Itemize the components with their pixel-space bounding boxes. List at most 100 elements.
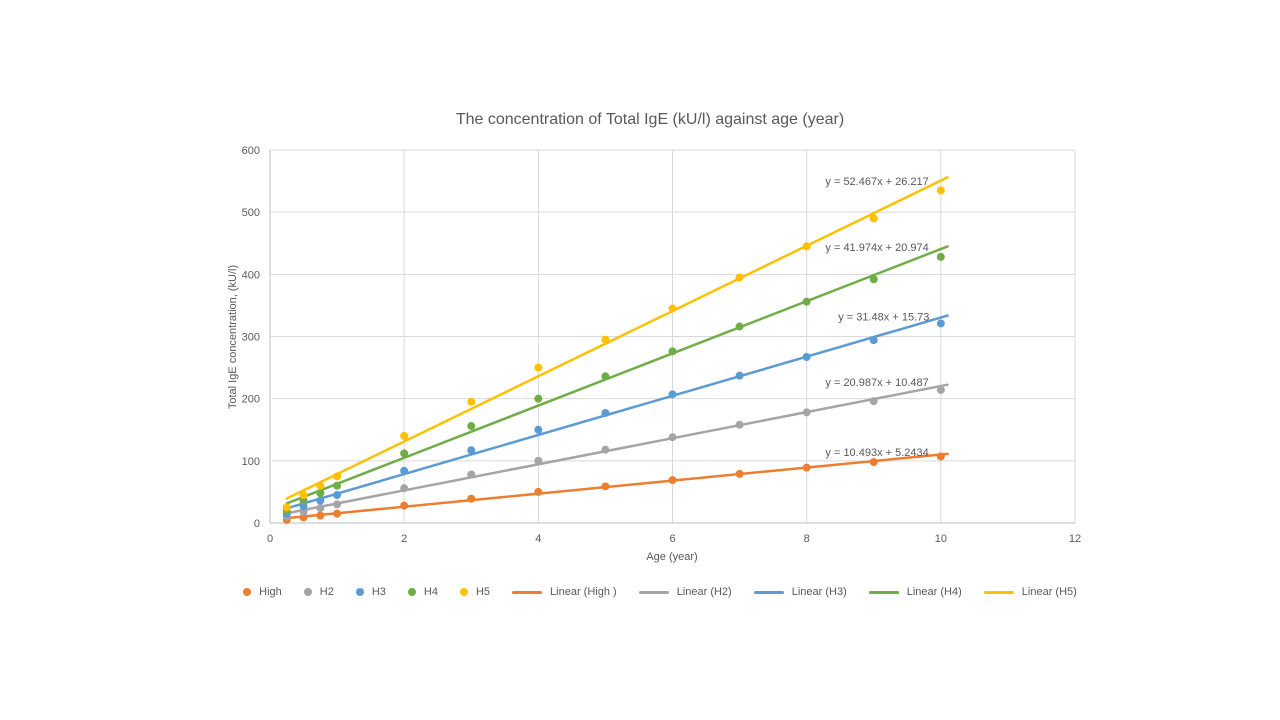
legend-label: H2 xyxy=(319,586,334,598)
legend-item-linear-h5: Linear (H5) xyxy=(983,586,1077,598)
x-tick-label: 8 xyxy=(804,533,810,545)
data-point-h4 xyxy=(601,372,610,381)
x-tick-label: 0 xyxy=(267,533,273,545)
data-point-h4 xyxy=(668,347,677,356)
x-tick-label: 6 xyxy=(669,533,675,545)
data-point-h5 xyxy=(869,214,878,223)
data-point-high xyxy=(467,494,476,503)
legend-label: H3 xyxy=(371,586,386,598)
legend-label: H5 xyxy=(475,586,491,598)
data-point-h3 xyxy=(400,466,409,475)
data-point-h5 xyxy=(802,242,811,251)
data-point-h4 xyxy=(467,422,476,431)
data-point-h3 xyxy=(936,319,945,328)
trendline-h3 xyxy=(285,314,949,510)
data-point-h5 xyxy=(534,363,543,372)
legend-dot-marker xyxy=(355,588,364,596)
data-point-h3 xyxy=(668,390,677,399)
legend-label: Linear (H3) xyxy=(791,586,847,598)
data-point-h4 xyxy=(869,275,878,284)
data-point-h4 xyxy=(735,322,744,331)
x-tick-label: 4 xyxy=(535,533,541,545)
data-point-h2 xyxy=(936,385,945,394)
legend-item-h3: H3 xyxy=(355,586,386,598)
legend-line-marker xyxy=(638,590,669,594)
legend-item-h5: H5 xyxy=(459,586,491,598)
data-point-high xyxy=(400,501,409,510)
x-tick-label: 2 xyxy=(401,533,407,545)
legend-item-h4: H4 xyxy=(407,586,438,598)
legend-label: Linear (H4) xyxy=(906,586,962,598)
data-point-h2 xyxy=(316,504,325,513)
legend-line-marker xyxy=(753,590,784,594)
legend-label: Linear (H5) xyxy=(1021,586,1077,598)
legend-label: High xyxy=(259,586,282,598)
legend-dot-marker xyxy=(303,588,312,596)
data-point-h3 xyxy=(601,408,610,417)
data-point-h2 xyxy=(668,433,677,442)
data-point-high xyxy=(869,458,878,467)
data-point-high xyxy=(735,469,744,478)
data-point-h2 xyxy=(601,445,610,454)
legend-label: Linear (H2) xyxy=(676,586,732,598)
data-point-h2 xyxy=(467,470,476,479)
legend-dot-marker xyxy=(459,588,468,596)
y-tick-label: 600 xyxy=(242,145,260,157)
y-tick-label: 500 xyxy=(242,207,260,219)
data-point-h2 xyxy=(534,456,543,465)
x-axis-title: Age (year) xyxy=(646,551,698,563)
data-point-h5 xyxy=(668,304,677,313)
data-point-h5 xyxy=(316,481,325,490)
legend-item-linear-h3: Linear (H3) xyxy=(753,586,847,598)
data-point-h5 xyxy=(601,335,610,344)
legend-label: H4 xyxy=(423,586,438,598)
legend-item-linear-high: Linear (High ) xyxy=(512,586,617,598)
trendline-equation-h4: y = 41.974x + 20.974 xyxy=(825,242,928,254)
trendline-h2 xyxy=(285,383,949,515)
data-point-h3 xyxy=(467,446,476,455)
chart-title: The concentration of Total IgE (kU/l) ag… xyxy=(455,111,845,128)
data-point-h5 xyxy=(936,186,945,195)
trendline-equation-h3: y = 31.48x + 15.73 xyxy=(838,312,929,324)
data-point-h4 xyxy=(316,489,325,498)
data-point-h4 xyxy=(534,394,543,403)
chart-legend: High H2 H3 H4 H5 Linear (High ) Linear (H2) Lin… xyxy=(0,586,1280,598)
data-point-high xyxy=(601,482,610,491)
y-tick-label: 200 xyxy=(242,394,260,406)
data-point-h5 xyxy=(735,273,744,282)
data-point-h5 xyxy=(282,503,291,512)
data-point-h4 xyxy=(299,496,308,505)
trendline-equation-h2: y = 20.987x + 10.487 xyxy=(825,377,928,389)
data-point-high xyxy=(299,513,308,522)
data-point-h3 xyxy=(299,502,308,511)
data-point-h4 xyxy=(333,481,342,490)
data-point-high xyxy=(668,476,677,485)
legend-item-high: High xyxy=(243,586,282,598)
data-point-h3 xyxy=(316,496,325,505)
trendline-h4 xyxy=(285,245,949,505)
legend-dot-marker xyxy=(243,588,252,596)
data-point-h5 xyxy=(467,397,476,406)
trendline-equation-high: y = 10.493x + 5.2434 xyxy=(825,447,928,459)
data-point-h5 xyxy=(299,491,308,500)
data-point-h3 xyxy=(333,491,342,500)
trendline-equation-h5: y = 52.467x + 26.217 xyxy=(825,176,928,188)
legend-item-linear-h4: Linear (H4) xyxy=(868,586,962,598)
data-point-h3 xyxy=(802,353,811,362)
data-point-h2 xyxy=(299,507,308,516)
data-point-h4 xyxy=(400,449,409,458)
data-point-h3 xyxy=(869,336,878,345)
data-point-high xyxy=(534,487,543,496)
legend-line-marker xyxy=(512,590,543,594)
y-tick-label: 300 xyxy=(242,332,260,344)
data-point-high xyxy=(333,509,342,518)
legend-item-h2: H2 xyxy=(303,586,334,598)
data-point-h4 xyxy=(936,252,945,261)
legend-item-linear-h2: Linear (H2) xyxy=(638,586,732,598)
legend-dot-marker xyxy=(407,588,416,596)
legend-label: Linear (High ) xyxy=(550,586,617,598)
data-point-h3 xyxy=(735,371,744,380)
legend-line-marker xyxy=(983,590,1014,594)
